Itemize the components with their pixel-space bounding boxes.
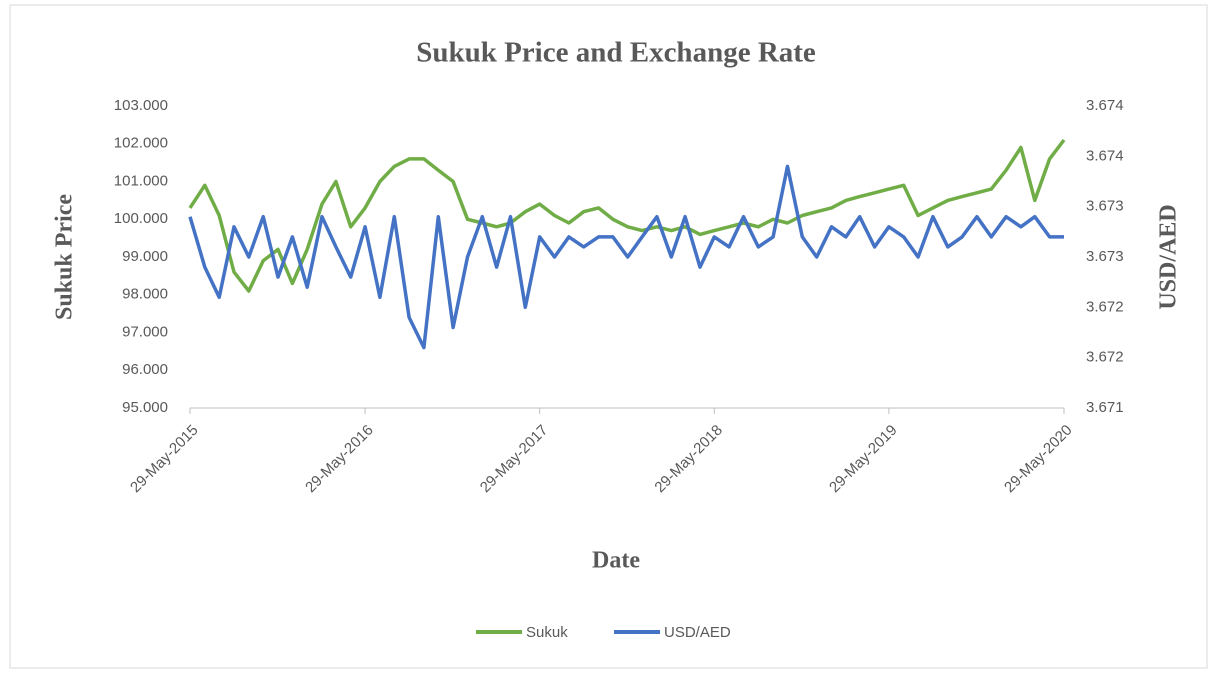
y-tick-label: 95.000 — [122, 399, 168, 416]
y-tick-label: 100.000 — [114, 210, 168, 227]
y-axis-title: Sukuk Price — [52, 194, 78, 320]
y-tick-label: 96.000 — [122, 361, 168, 378]
chart-border — [9, 4, 1208, 669]
y-tick-label: 98.000 — [122, 286, 168, 303]
y-tick-label: 99.000 — [122, 248, 168, 265]
series-line — [188, 138, 1066, 293]
chart-title: Sukuk Price and Exchange Rate — [416, 37, 816, 69]
y2-tick-label: 3.674 — [1086, 97, 1124, 114]
y-tick-label: 101.000 — [114, 172, 168, 189]
y2-tick-label: 3.674 — [1086, 147, 1124, 164]
y-tick-label: 103.000 — [114, 97, 168, 114]
y2-tick-label: 3.672 — [1086, 349, 1124, 366]
y2-axis-title: USD/AED — [1156, 204, 1182, 309]
x-axis-title: Date — [592, 548, 640, 574]
y2-tick-label: 3.672 — [1086, 298, 1124, 315]
y2-tick-label: 3.671 — [1086, 399, 1124, 416]
legend-label: USD/AED — [664, 624, 731, 641]
y2-tick-label: 3.673 — [1086, 248, 1124, 265]
legend-label: Sukuk — [526, 624, 568, 641]
y-tick-label: 102.000 — [114, 135, 168, 152]
y-tick-label: 97.000 — [122, 323, 168, 340]
y2-tick-label: 3.673 — [1086, 198, 1124, 215]
series-line — [188, 164, 1064, 350]
